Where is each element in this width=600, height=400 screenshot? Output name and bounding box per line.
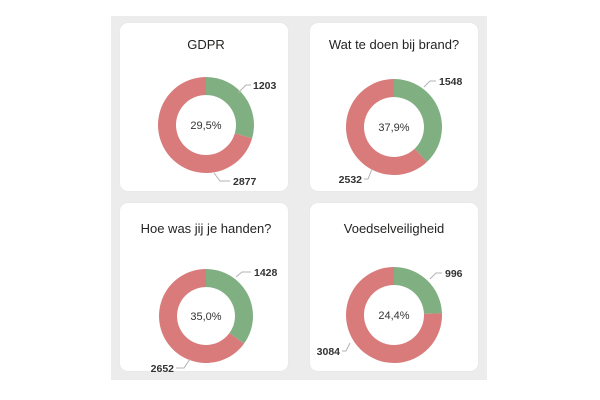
donut-slice-red[interactable] xyxy=(346,79,427,176)
dashboard-panel: GDPR 29,5% 1203 2877 Wat te doen bij bra… xyxy=(111,16,487,380)
chart-card-gdpr[interactable]: GDPR 29,5% 1203 2877 xyxy=(120,23,288,191)
donut-slice-red[interactable] xyxy=(158,77,253,173)
center-percentage: 35,0% xyxy=(190,311,221,323)
donut-slices xyxy=(346,267,442,363)
leader-line-green xyxy=(235,271,251,278)
data-label-green: 1428 xyxy=(254,267,278,279)
donut-slices xyxy=(158,269,253,363)
donut-slice-green[interactable] xyxy=(394,79,442,162)
leader-line-green xyxy=(423,80,436,88)
donut-slice-green[interactable] xyxy=(206,77,254,139)
donut-slice-red[interactable] xyxy=(346,267,442,363)
chart-card-brand[interactable]: Wat te doen bij brand? 37,9% 1548 2532 xyxy=(310,23,478,191)
chart-card-voedsel[interactable]: Voedselveiligheid 24,4% 996 3084 xyxy=(310,203,478,371)
center-percentage: 24,4% xyxy=(378,310,409,322)
leader-line-green xyxy=(429,272,442,280)
data-label-green: 1548 xyxy=(439,76,463,88)
chart-title: Wat te doen bij brand? xyxy=(329,37,459,52)
data-label-red: 2652 xyxy=(151,363,175,375)
leader-line-red xyxy=(213,172,230,182)
chart-title: Hoe was jij je handen? xyxy=(141,221,272,236)
donut-chart-brand: Wat te doen bij brand? 37,9% 1548 2532 xyxy=(329,37,463,186)
center-percentage: 37,9% xyxy=(378,122,409,134)
donut-slices xyxy=(346,79,442,176)
chart-card-handen[interactable]: Hoe was jij je handen? 35,0% 1428 2652 xyxy=(120,203,288,375)
chart-title: GDPR xyxy=(187,37,225,52)
leader-line-green xyxy=(237,84,251,94)
donut-chart-gdpr: GDPR 29,5% 1203 2877 xyxy=(158,37,277,188)
data-label-red: 3084 xyxy=(317,346,341,358)
data-label-green: 1203 xyxy=(253,80,277,92)
leader-line-red xyxy=(364,168,373,180)
donut-slice-red[interactable] xyxy=(158,269,245,363)
leader-line-red xyxy=(342,342,351,352)
data-label-red: 2877 xyxy=(233,176,257,188)
chart-title: Voedselveiligheid xyxy=(344,221,444,236)
donut-slice-green[interactable] xyxy=(206,269,253,344)
donut-chart-handen: Hoe was jij je handen? 35,0% 1428 2652 xyxy=(141,221,278,375)
data-label-red: 2532 xyxy=(339,174,363,186)
center-percentage: 29,5% xyxy=(190,120,221,132)
donut-chart-voedsel: Voedselveiligheid 24,4% 996 3084 xyxy=(317,221,463,363)
data-label-green: 996 xyxy=(445,268,463,280)
donut-slices xyxy=(158,77,254,173)
leader-line-red xyxy=(176,358,191,369)
donut-slice-green[interactable] xyxy=(394,267,442,314)
